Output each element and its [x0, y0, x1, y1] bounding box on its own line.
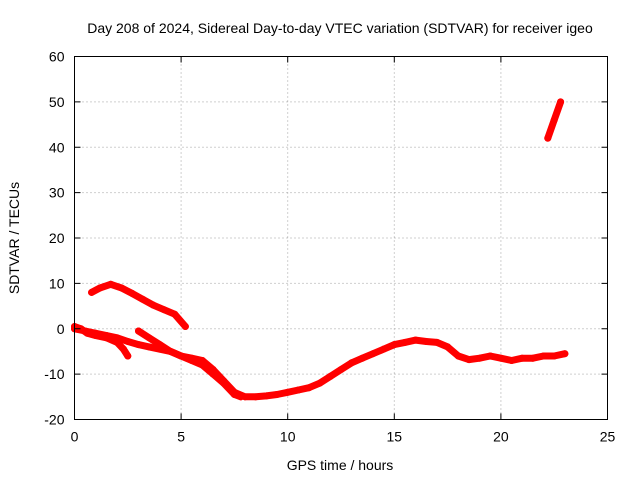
data-point — [561, 350, 569, 358]
data-point — [252, 393, 260, 401]
y-tick-label: 30 — [49, 185, 65, 201]
data-point — [273, 391, 281, 399]
data-point — [124, 337, 132, 345]
data-point — [369, 350, 377, 358]
data-point — [326, 372, 334, 380]
data-point — [160, 306, 168, 314]
data-point — [145, 343, 153, 351]
data-point — [156, 341, 164, 349]
data-point — [401, 338, 409, 346]
data-point — [316, 379, 324, 387]
data-point — [305, 384, 313, 392]
data-point — [380, 345, 388, 353]
grid-layer — [74, 56, 608, 420]
data-point — [465, 356, 473, 364]
data-point — [220, 377, 228, 385]
data-point — [188, 354, 196, 362]
data-point — [171, 310, 179, 318]
data-point — [550, 116, 558, 124]
data-point — [337, 366, 345, 374]
data-point — [149, 301, 157, 309]
data-point — [124, 352, 132, 360]
data-point — [120, 345, 128, 353]
data-point — [81, 327, 89, 335]
y-tick-label: 60 — [49, 49, 65, 65]
x-tick-label: 5 — [177, 429, 185, 445]
data-point — [96, 284, 104, 292]
data-point — [476, 354, 484, 362]
data-point — [454, 352, 462, 360]
data-point — [444, 343, 452, 351]
data-point — [284, 388, 292, 396]
data-point — [550, 352, 558, 360]
data-point — [166, 347, 174, 355]
data-point — [508, 357, 516, 365]
data-layer — [71, 98, 569, 401]
data-point — [102, 332, 110, 340]
data-point — [390, 341, 398, 349]
y-tick-label: 10 — [49, 275, 65, 291]
data-point — [128, 289, 136, 297]
chart-title: Day 208 of 2024, Sidereal Day-to-day VTE… — [87, 20, 593, 36]
y-axis-label: SDTVAR / TECUs — [6, 182, 22, 294]
data-point — [177, 352, 185, 360]
data-point — [139, 295, 147, 303]
data-series-segment-c — [88, 280, 189, 330]
y-tick-label: -20 — [44, 412, 64, 428]
data-point — [145, 334, 153, 342]
data-point — [181, 322, 189, 330]
data-point — [529, 354, 537, 362]
y-tick-label: -10 — [44, 366, 64, 382]
data-point — [294, 386, 302, 394]
x-tick-label: 20 — [493, 429, 509, 445]
plot-frame — [74, 56, 608, 420]
data-point — [348, 359, 356, 367]
y-tick-label: 50 — [49, 94, 65, 110]
data-point — [134, 341, 142, 349]
x-tick-label: 0 — [71, 429, 79, 445]
x-tick-label: 15 — [387, 429, 403, 445]
data-point — [230, 388, 238, 396]
data-point — [433, 338, 441, 346]
data-point — [518, 354, 526, 362]
y-tick-label: 20 — [49, 230, 65, 246]
y-tick-label: 40 — [49, 139, 65, 155]
data-point — [117, 284, 125, 292]
x-tick-label: 10 — [280, 429, 296, 445]
data-point — [557, 98, 565, 106]
data-point — [412, 336, 420, 344]
data-point — [241, 393, 249, 401]
x-tick-label: 25 — [600, 429, 616, 445]
x-axis-label: GPS time / hours — [287, 457, 394, 473]
data-point — [107, 280, 115, 288]
data-point — [88, 288, 96, 296]
data-point — [540, 352, 548, 360]
data-point — [486, 352, 494, 360]
data-point — [113, 334, 121, 342]
data-point — [134, 327, 142, 335]
y-tick-label: 0 — [57, 321, 65, 337]
tick-layer: 0 5 10 15 20 25 -20 -10 0 10 20 30 40 50 60 — [44, 49, 615, 445]
data-point — [262, 392, 270, 400]
data-point — [497, 354, 505, 362]
data-point — [544, 134, 552, 142]
data-point — [422, 337, 430, 345]
data-point — [92, 329, 100, 337]
data-point — [198, 357, 206, 365]
data-point — [209, 366, 217, 374]
data-point — [358, 354, 366, 362]
